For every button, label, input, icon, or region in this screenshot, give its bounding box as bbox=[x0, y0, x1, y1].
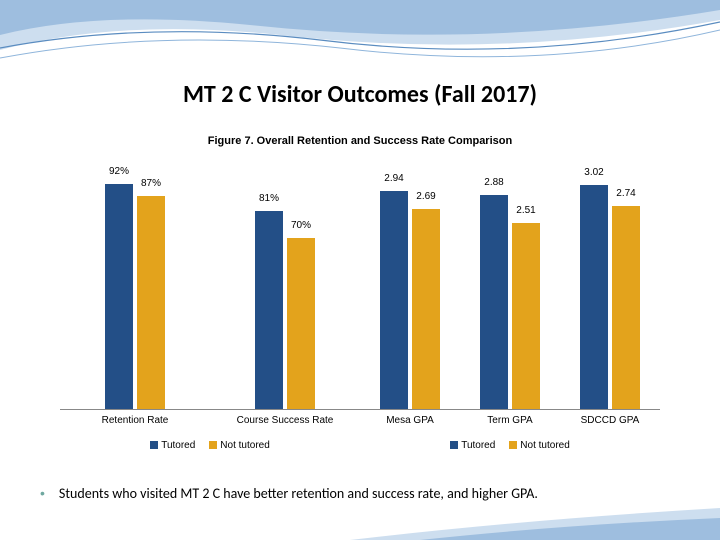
legend-item: Tutored bbox=[450, 440, 495, 451]
bar-value-label: 3.02 bbox=[584, 167, 603, 178]
bar-value-label: 2.88 bbox=[484, 177, 503, 188]
rate-bar-tutored: 81% bbox=[255, 211, 283, 409]
legend-right: Tutored Not tutored bbox=[360, 440, 660, 451]
category-label: Course Success Rate bbox=[210, 415, 360, 426]
decorative-wave-top bbox=[0, 0, 720, 80]
charts-container: 92%87%81%70% 2.942.692.882.513.022.74 bbox=[60, 165, 660, 410]
gpa-bar-nottutored: 2.51 bbox=[512, 223, 540, 409]
gpa-bar-tutored: 2.88 bbox=[480, 195, 508, 409]
bar-value-label: 81% bbox=[259, 193, 279, 204]
slide-title: MT 2 C Visitor Outcomes (Fall 2017) bbox=[0, 80, 720, 109]
rate-bar-nottutored: 70% bbox=[287, 238, 315, 410]
category-label: Term GPA bbox=[460, 415, 560, 426]
bar-value-label: 87% bbox=[141, 178, 161, 189]
legend-item: Not tutored bbox=[509, 440, 569, 451]
retention-success-chart: 92%87%81%70% bbox=[60, 165, 360, 409]
gpa-bar-nottutored: 2.69 bbox=[412, 209, 440, 409]
bar-value-label: 2.74 bbox=[616, 188, 635, 199]
legend-swatch bbox=[509, 441, 517, 449]
gpa-chart: 2.942.692.882.513.022.74 bbox=[360, 165, 660, 409]
legends-row: Tutored Not tutored Tutored Not tutored bbox=[60, 440, 660, 451]
rate-bar-tutored: 92% bbox=[105, 184, 133, 409]
rate-group: 92%87% bbox=[60, 165, 210, 409]
category-labels-row: Retention RateCourse Success Rate Mesa G… bbox=[60, 415, 660, 426]
gpa-bar-tutored: 3.02 bbox=[580, 185, 608, 409]
bullet-marker: • bbox=[40, 485, 45, 502]
legend-swatch bbox=[450, 441, 458, 449]
bar-value-label: 70% bbox=[291, 220, 311, 231]
gpa-group: 3.022.74 bbox=[560, 165, 660, 409]
bar-value-label: 92% bbox=[109, 166, 129, 177]
bar-value-label: 2.94 bbox=[384, 173, 403, 184]
bar-value-label: 2.69 bbox=[416, 191, 435, 202]
legend-left: Tutored Not tutored bbox=[60, 440, 360, 451]
gpa-group: 2.882.51 bbox=[460, 165, 560, 409]
bar-value-label: 2.51 bbox=[516, 205, 535, 216]
gpa-group: 2.942.69 bbox=[360, 165, 460, 409]
gpa-bar-tutored: 2.94 bbox=[380, 191, 408, 409]
bullet-text: Students who visited MT 2 C have better … bbox=[59, 485, 538, 502]
category-label: Mesa GPA bbox=[360, 415, 460, 426]
gpa-bar-nottutored: 2.74 bbox=[612, 206, 640, 409]
bullet-point: • Students who visited MT 2 C have bette… bbox=[40, 485, 680, 502]
legend-swatch bbox=[150, 441, 158, 449]
legend-label: Not tutored bbox=[220, 440, 269, 451]
figure-caption: Figure 7. Overall Retention and Success … bbox=[0, 135, 720, 147]
legend-label: Tutored bbox=[161, 440, 195, 451]
legend-swatch bbox=[209, 441, 217, 449]
legend-label: Not tutored bbox=[520, 440, 569, 451]
category-label: Retention Rate bbox=[60, 415, 210, 426]
rate-bar-nottutored: 87% bbox=[137, 196, 165, 409]
legend-item: Not tutored bbox=[209, 440, 269, 451]
legend-label: Tutored bbox=[461, 440, 495, 451]
category-label: SDCCD GPA bbox=[560, 415, 660, 426]
legend-item: Tutored bbox=[150, 440, 195, 451]
rate-group: 81%70% bbox=[210, 165, 360, 409]
